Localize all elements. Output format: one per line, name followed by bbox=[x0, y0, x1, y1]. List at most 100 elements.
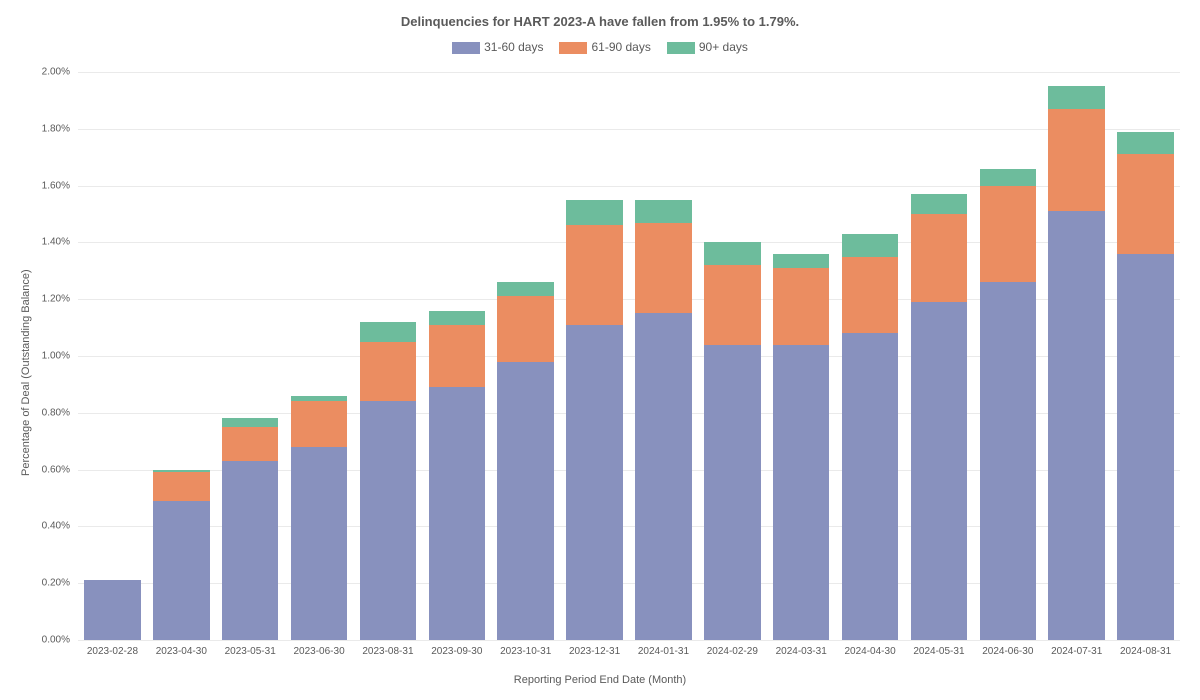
x-tick-label: 2024-07-31 bbox=[1051, 640, 1102, 657]
bar-group bbox=[1117, 132, 1173, 640]
bar-group bbox=[773, 254, 829, 640]
bar-segment-d90p bbox=[842, 234, 898, 257]
bar-segment-d61_90 bbox=[773, 268, 829, 345]
x-tick-label: 2023-08-31 bbox=[362, 640, 413, 657]
chart-container: Delinquencies for HART 2023-A have falle… bbox=[0, 0, 1200, 700]
bar-segment-d90p bbox=[773, 254, 829, 268]
legend-item: 61-90 days bbox=[559, 40, 650, 54]
bar-group bbox=[429, 311, 485, 640]
y-axis-label: Percentage of Deal (Outstanding Balance) bbox=[20, 269, 32, 476]
x-tick-label: 2024-08-31 bbox=[1120, 640, 1171, 657]
x-tick-label: 2024-04-30 bbox=[844, 640, 895, 657]
bar-segment-d61_90 bbox=[429, 325, 485, 387]
bar-segment-d61_90 bbox=[842, 257, 898, 334]
bar-segment-d31_60 bbox=[84, 580, 140, 640]
bar-segment-d90p bbox=[911, 194, 967, 214]
bar-segment-d61_90 bbox=[911, 214, 967, 302]
legend-swatch bbox=[667, 42, 695, 54]
x-tick-label: 2023-04-30 bbox=[156, 640, 207, 657]
legend-label: 61-90 days bbox=[591, 40, 650, 54]
bar-segment-d90p bbox=[291, 396, 347, 402]
legend-item: 31-60 days bbox=[452, 40, 543, 54]
bar-group bbox=[291, 396, 347, 640]
bar-segment-d61_90 bbox=[704, 265, 760, 345]
bar-segment-d90p bbox=[1048, 86, 1104, 109]
bar-segment-d31_60 bbox=[980, 282, 1036, 640]
bar-group bbox=[842, 234, 898, 640]
y-tick-label: 1.00% bbox=[42, 351, 78, 362]
bar-segment-d61_90 bbox=[1048, 109, 1104, 211]
gridline bbox=[78, 72, 1180, 73]
legend: 31-60 days 61-90 days 90+ days bbox=[0, 40, 1200, 54]
bar-segment-d90p bbox=[497, 282, 553, 296]
bar-segment-d31_60 bbox=[429, 387, 485, 640]
x-tick-label: 2024-06-30 bbox=[982, 640, 1033, 657]
bar-segment-d90p bbox=[635, 200, 691, 223]
bar-segment-d31_60 bbox=[842, 333, 898, 640]
x-tick-label: 2024-03-31 bbox=[776, 640, 827, 657]
bar-segment-d31_60 bbox=[704, 345, 760, 640]
bar-segment-d31_60 bbox=[291, 447, 347, 640]
x-tick-label: 2023-10-31 bbox=[500, 640, 551, 657]
bar-segment-d31_60 bbox=[1048, 211, 1104, 640]
bar-segment-d31_60 bbox=[153, 501, 209, 640]
x-tick-label: 2023-09-30 bbox=[431, 640, 482, 657]
bar-segment-d90p bbox=[566, 200, 622, 226]
x-tick-label: 2024-01-31 bbox=[638, 640, 689, 657]
legend-item: 90+ days bbox=[667, 40, 748, 54]
x-tick-label: 2023-06-30 bbox=[293, 640, 344, 657]
y-tick-label: 1.40% bbox=[42, 237, 78, 248]
y-tick-label: 0.40% bbox=[42, 521, 78, 532]
y-tick-label: 1.80% bbox=[42, 123, 78, 134]
bar-segment-d61_90 bbox=[291, 401, 347, 446]
bar-segment-d90p bbox=[153, 470, 209, 473]
x-tick-label: 2024-05-31 bbox=[913, 640, 964, 657]
bar-group bbox=[84, 580, 140, 640]
bar-segment-d61_90 bbox=[566, 225, 622, 324]
bar-segment-d90p bbox=[980, 169, 1036, 186]
bar-segment-d61_90 bbox=[1117, 154, 1173, 253]
plot-area: 0.00%0.20%0.40%0.60%0.80%1.00%1.20%1.40%… bbox=[78, 72, 1180, 640]
y-tick-label: 1.20% bbox=[42, 294, 78, 305]
legend-label: 31-60 days bbox=[484, 40, 543, 54]
bar-segment-d31_60 bbox=[222, 461, 278, 640]
bar-segment-d90p bbox=[429, 311, 485, 325]
bar-segment-d61_90 bbox=[153, 472, 209, 500]
bar-segment-d61_90 bbox=[635, 223, 691, 314]
bar-segment-d61_90 bbox=[360, 342, 416, 402]
x-tick-label: 2023-05-31 bbox=[225, 640, 276, 657]
bar-segment-d61_90 bbox=[497, 296, 553, 361]
bar-group bbox=[153, 470, 209, 640]
bar-segment-d90p bbox=[704, 242, 760, 265]
x-tick-label: 2023-12-31 bbox=[569, 640, 620, 657]
y-tick-label: 0.20% bbox=[42, 578, 78, 589]
legend-swatch bbox=[452, 42, 480, 54]
x-tick-label: 2024-02-29 bbox=[707, 640, 758, 657]
y-tick-label: 0.80% bbox=[42, 407, 78, 418]
bar-segment-d90p bbox=[360, 322, 416, 342]
bar-group bbox=[222, 418, 278, 640]
bar-group bbox=[497, 282, 553, 640]
bar-segment-d31_60 bbox=[635, 313, 691, 640]
bar-segment-d90p bbox=[1117, 132, 1173, 155]
bar-group bbox=[980, 169, 1036, 640]
bar-segment-d31_60 bbox=[360, 401, 416, 640]
bar-segment-d61_90 bbox=[222, 427, 278, 461]
bar-group bbox=[360, 322, 416, 640]
bar-group bbox=[911, 194, 967, 640]
bar-group bbox=[1048, 86, 1104, 640]
bar-segment-d31_60 bbox=[566, 325, 622, 640]
y-tick-label: 0.00% bbox=[42, 635, 78, 646]
gridline bbox=[78, 129, 1180, 130]
y-tick-label: 2.00% bbox=[42, 67, 78, 78]
bar-segment-d31_60 bbox=[773, 345, 829, 640]
x-tick-label: 2023-02-28 bbox=[87, 640, 138, 657]
y-tick-label: 0.60% bbox=[42, 464, 78, 475]
bar-segment-d31_60 bbox=[911, 302, 967, 640]
bar-group bbox=[704, 242, 760, 640]
legend-label: 90+ days bbox=[699, 40, 748, 54]
bar-segment-d61_90 bbox=[980, 186, 1036, 283]
bar-segment-d31_60 bbox=[1117, 254, 1173, 640]
chart-title: Delinquencies for HART 2023-A have falle… bbox=[0, 14, 1200, 29]
y-tick-label: 1.60% bbox=[42, 180, 78, 191]
